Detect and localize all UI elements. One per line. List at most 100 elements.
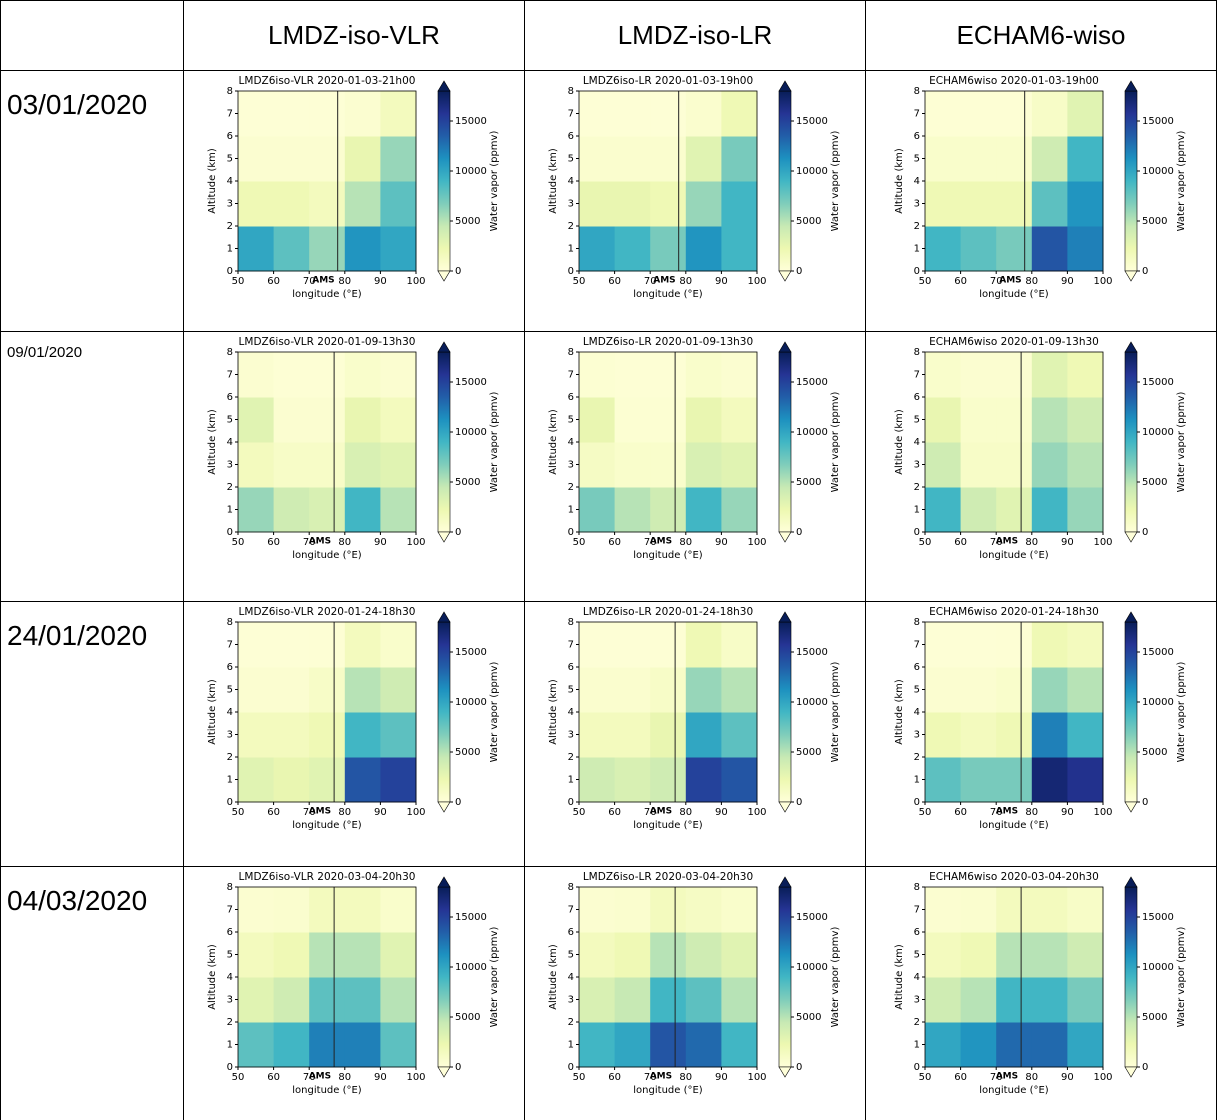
chart-title: LMDZ6iso-VLR 2020-01-09-13h30 — [239, 336, 416, 348]
colorbar-tick-label: 0 — [455, 1062, 461, 1073]
heatmap-cell — [1067, 757, 1104, 803]
y-tick-label: 5 — [568, 685, 574, 696]
heatmap-cell — [344, 442, 381, 488]
x-axis-label: longitude (°E) — [633, 1085, 703, 1096]
y-tick-label: 3 — [227, 460, 233, 471]
colorbar-extend — [437, 270, 451, 282]
colorbar-tick-label: 5000 — [1142, 1012, 1167, 1023]
colorbar-extend — [437, 531, 451, 543]
y-tick-label: 3 — [227, 995, 233, 1006]
heatmap-cell — [721, 712, 758, 758]
colorbar-tick-label: 5000 — [1142, 477, 1167, 488]
heatmap-cell — [650, 932, 687, 978]
heatmap-cell — [238, 181, 275, 227]
heatmap-cell — [273, 352, 310, 398]
colorbar-label: Water vapor (ppmv) — [830, 927, 841, 1028]
x-tick-label: 60 — [608, 1072, 621, 1083]
colorbar-tick-label: 15000 — [1142, 647, 1174, 658]
heatmap-cell — [1031, 91, 1068, 137]
x-tick-label: 70 — [990, 276, 1003, 287]
heatmap-cell — [996, 712, 1033, 758]
heatmap-cell — [380, 91, 417, 137]
heatmap-cell — [1067, 977, 1104, 1023]
colorbar-label: Water vapor (ppmv) — [489, 662, 500, 763]
heatmap-cell — [685, 977, 722, 1023]
heatmap-cell — [925, 442, 962, 488]
y-tick-label: 3 — [568, 199, 574, 210]
y-tick-label: 4 — [227, 176, 233, 187]
x-tick-label: 80 — [679, 276, 692, 287]
colorbar-tick-label: 10000 — [1142, 697, 1174, 708]
colorbar-extend — [778, 80, 792, 92]
colorbar — [778, 351, 792, 533]
y-tick-label: 3 — [914, 199, 920, 210]
y-tick-label: 8 — [568, 347, 574, 358]
annotation-label: AMS — [650, 807, 672, 817]
heatmap-cell — [1067, 487, 1104, 533]
y-tick-label: 5 — [227, 154, 233, 165]
y-tick-label: 6 — [568, 927, 574, 938]
heatmap-cell — [380, 352, 417, 398]
heatmap-cell — [996, 887, 1033, 933]
heatmap-cell — [614, 226, 651, 272]
row-label: 09/01/2020 — [0, 331, 184, 602]
x-tick-label: 50 — [919, 537, 932, 548]
colorbar-extend — [1124, 80, 1138, 92]
heatmap-cell — [685, 91, 722, 137]
x-axis-label: longitude (°E) — [633, 820, 703, 831]
heatmap-cell — [650, 181, 687, 227]
colorbar-label: Water vapor (ppmv) — [489, 131, 500, 232]
colorbar-extend — [1124, 531, 1138, 543]
y-axis-label: Altitude (km) — [207, 409, 218, 475]
y-tick-label: 2 — [914, 1017, 920, 1028]
heatmap-cell — [238, 757, 275, 803]
heatmap-cell — [721, 442, 758, 488]
heatmap-cell — [721, 397, 758, 443]
heatmap-cell — [614, 181, 651, 227]
y-tick-label: 8 — [568, 882, 574, 893]
colorbar-tick-label: 5000 — [796, 747, 821, 758]
heatmap-cell — [925, 487, 962, 533]
y-tick-label: 0 — [568, 266, 574, 277]
chart-title: ECHAM6wiso 2020-01-03-19h00 — [929, 75, 1099, 87]
x-tick-label: 50 — [919, 1072, 932, 1083]
y-tick-label: 4 — [914, 707, 920, 718]
heatmap-cell — [960, 352, 997, 398]
y-tick-label: 6 — [227, 392, 233, 403]
x-tick-label: 100 — [1093, 537, 1112, 548]
y-axis-label: Altitude (km) — [207, 679, 218, 745]
colorbar-tick-label: 0 — [796, 1062, 802, 1073]
heatmap-cell — [650, 757, 687, 803]
heatmap-cell — [685, 622, 722, 668]
y-tick-label: 2 — [914, 221, 920, 232]
heatmap-cell — [273, 181, 310, 227]
heatmap-cell — [344, 667, 381, 713]
colorbar-tick-label: 15000 — [1142, 116, 1174, 127]
y-tick-label: 8 — [227, 882, 233, 893]
heatmap-cell — [344, 622, 381, 668]
x-tick-label: 100 — [1093, 276, 1112, 287]
heatmap-cell — [650, 667, 687, 713]
colorbar-label: Water vapor (ppmv) — [1176, 392, 1187, 493]
colorbar-tick-label: 15000 — [455, 377, 487, 388]
colorbar-tick-label: 5000 — [796, 1012, 821, 1023]
heatmap-cell — [614, 712, 651, 758]
annotation-label: AMS — [653, 276, 675, 286]
heatmap-cell — [380, 226, 417, 272]
heatmap-cell — [1031, 1022, 1068, 1068]
row-label: 03/01/2020 — [0, 70, 184, 332]
colorbar — [437, 886, 451, 1068]
heatmap-cell — [238, 887, 275, 933]
x-tick-label: 60 — [608, 276, 621, 287]
colorbar-tick-label: 15000 — [796, 377, 828, 388]
heatmap-cell — [614, 887, 651, 933]
annotation-label: AMS — [650, 537, 672, 547]
heatmap-cell — [309, 667, 346, 713]
heatmap-cell — [960, 887, 997, 933]
y-tick-label: 5 — [914, 154, 920, 165]
x-tick-label: 70 — [990, 537, 1003, 548]
heatmap-cell — [650, 887, 687, 933]
x-tick-label: 90 — [715, 537, 728, 548]
